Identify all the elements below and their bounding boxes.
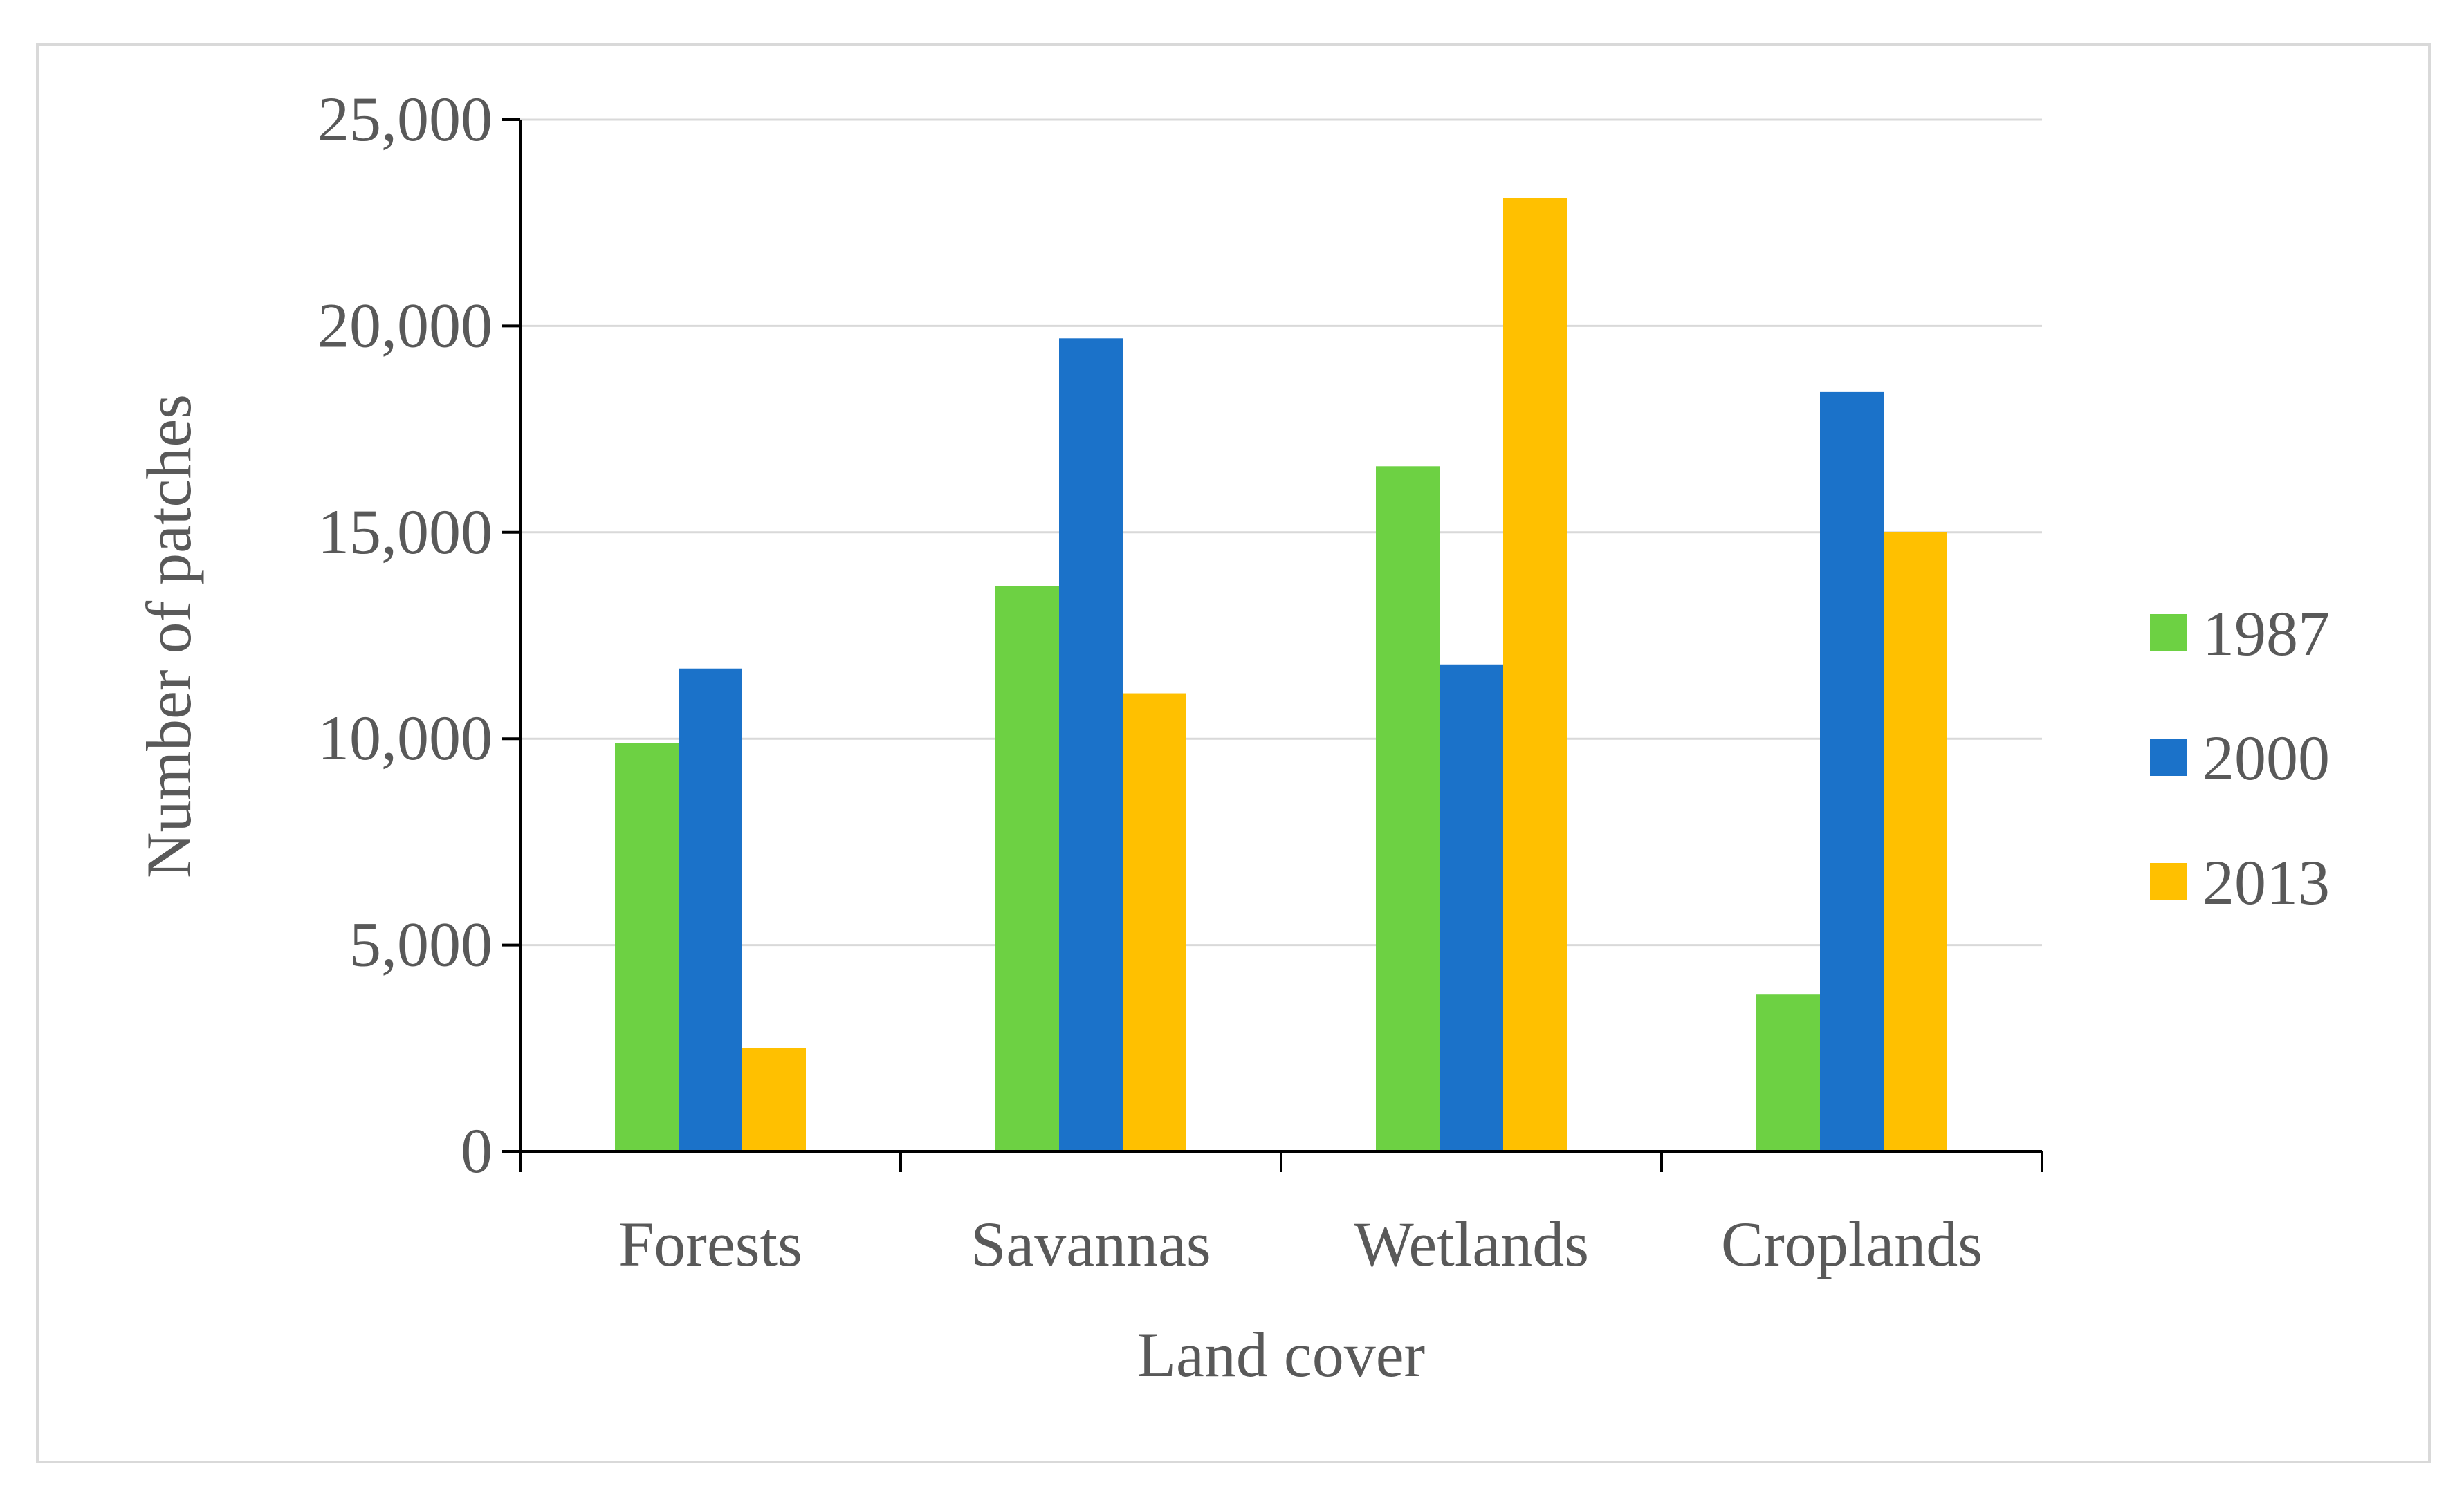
chart-frame (36, 43, 2431, 1463)
legend-swatch-1987 (2150, 614, 2187, 651)
y-axis-title: Number of patches (134, 394, 204, 878)
legend-swatch-2013 (2150, 863, 2187, 900)
x-tick-labels: Forests Savannas Wetlands Croplands (618, 1209, 1983, 1279)
bar-2000-forests (679, 668, 742, 1151)
bar-2013-savannas (1123, 693, 1186, 1151)
legend-label-2013: 2013 (2203, 847, 2330, 918)
bar-2000-croplands (1820, 391, 1884, 1152)
legend-swatch-2000 (2150, 739, 2187, 776)
bar-2013-wetlands (1503, 198, 1567, 1152)
bar-1987-savannas (995, 586, 1059, 1151)
y-tick-label: 25,000 (318, 84, 493, 154)
bar-2013-croplands (1884, 532, 1947, 1151)
x-tick-label-wetlands: Wetlands (1354, 1209, 1589, 1279)
bar-1987-forests (615, 743, 679, 1151)
legend-label-2000: 2000 (2203, 723, 2330, 793)
y-tick-label: 10,000 (318, 703, 493, 773)
legend-label-1987: 1987 (2203, 598, 2330, 669)
y-tick-label: 20,000 (318, 290, 493, 360)
bar-1987-croplands (1756, 994, 1820, 1151)
gridlines (520, 118, 2042, 947)
y-tick-label: 0 (461, 1115, 493, 1186)
bar-2000-savannas (1059, 338, 1123, 1152)
bars (615, 198, 1947, 1152)
y-tick-label: 5,000 (349, 909, 493, 980)
y-tick-label: 15,000 (318, 497, 493, 567)
x-tick-label-croplands: Croplands (1721, 1209, 1983, 1279)
bar-2013-forests (742, 1048, 806, 1151)
y-tick-labels: 0 5,000 10,000 15,000 20,000 25,000 (318, 84, 493, 1186)
bar-1987-wetlands (1376, 466, 1440, 1151)
x-axis-title: Land cover (1137, 1319, 1425, 1390)
axes (502, 118, 2043, 1172)
x-tick-label-savannas: Savannas (971, 1209, 1211, 1279)
x-tick-label-forests: Forests (618, 1209, 802, 1279)
legend: 1987 2000 2013 (2150, 598, 2330, 918)
bar-2000-wetlands (1440, 664, 1503, 1151)
